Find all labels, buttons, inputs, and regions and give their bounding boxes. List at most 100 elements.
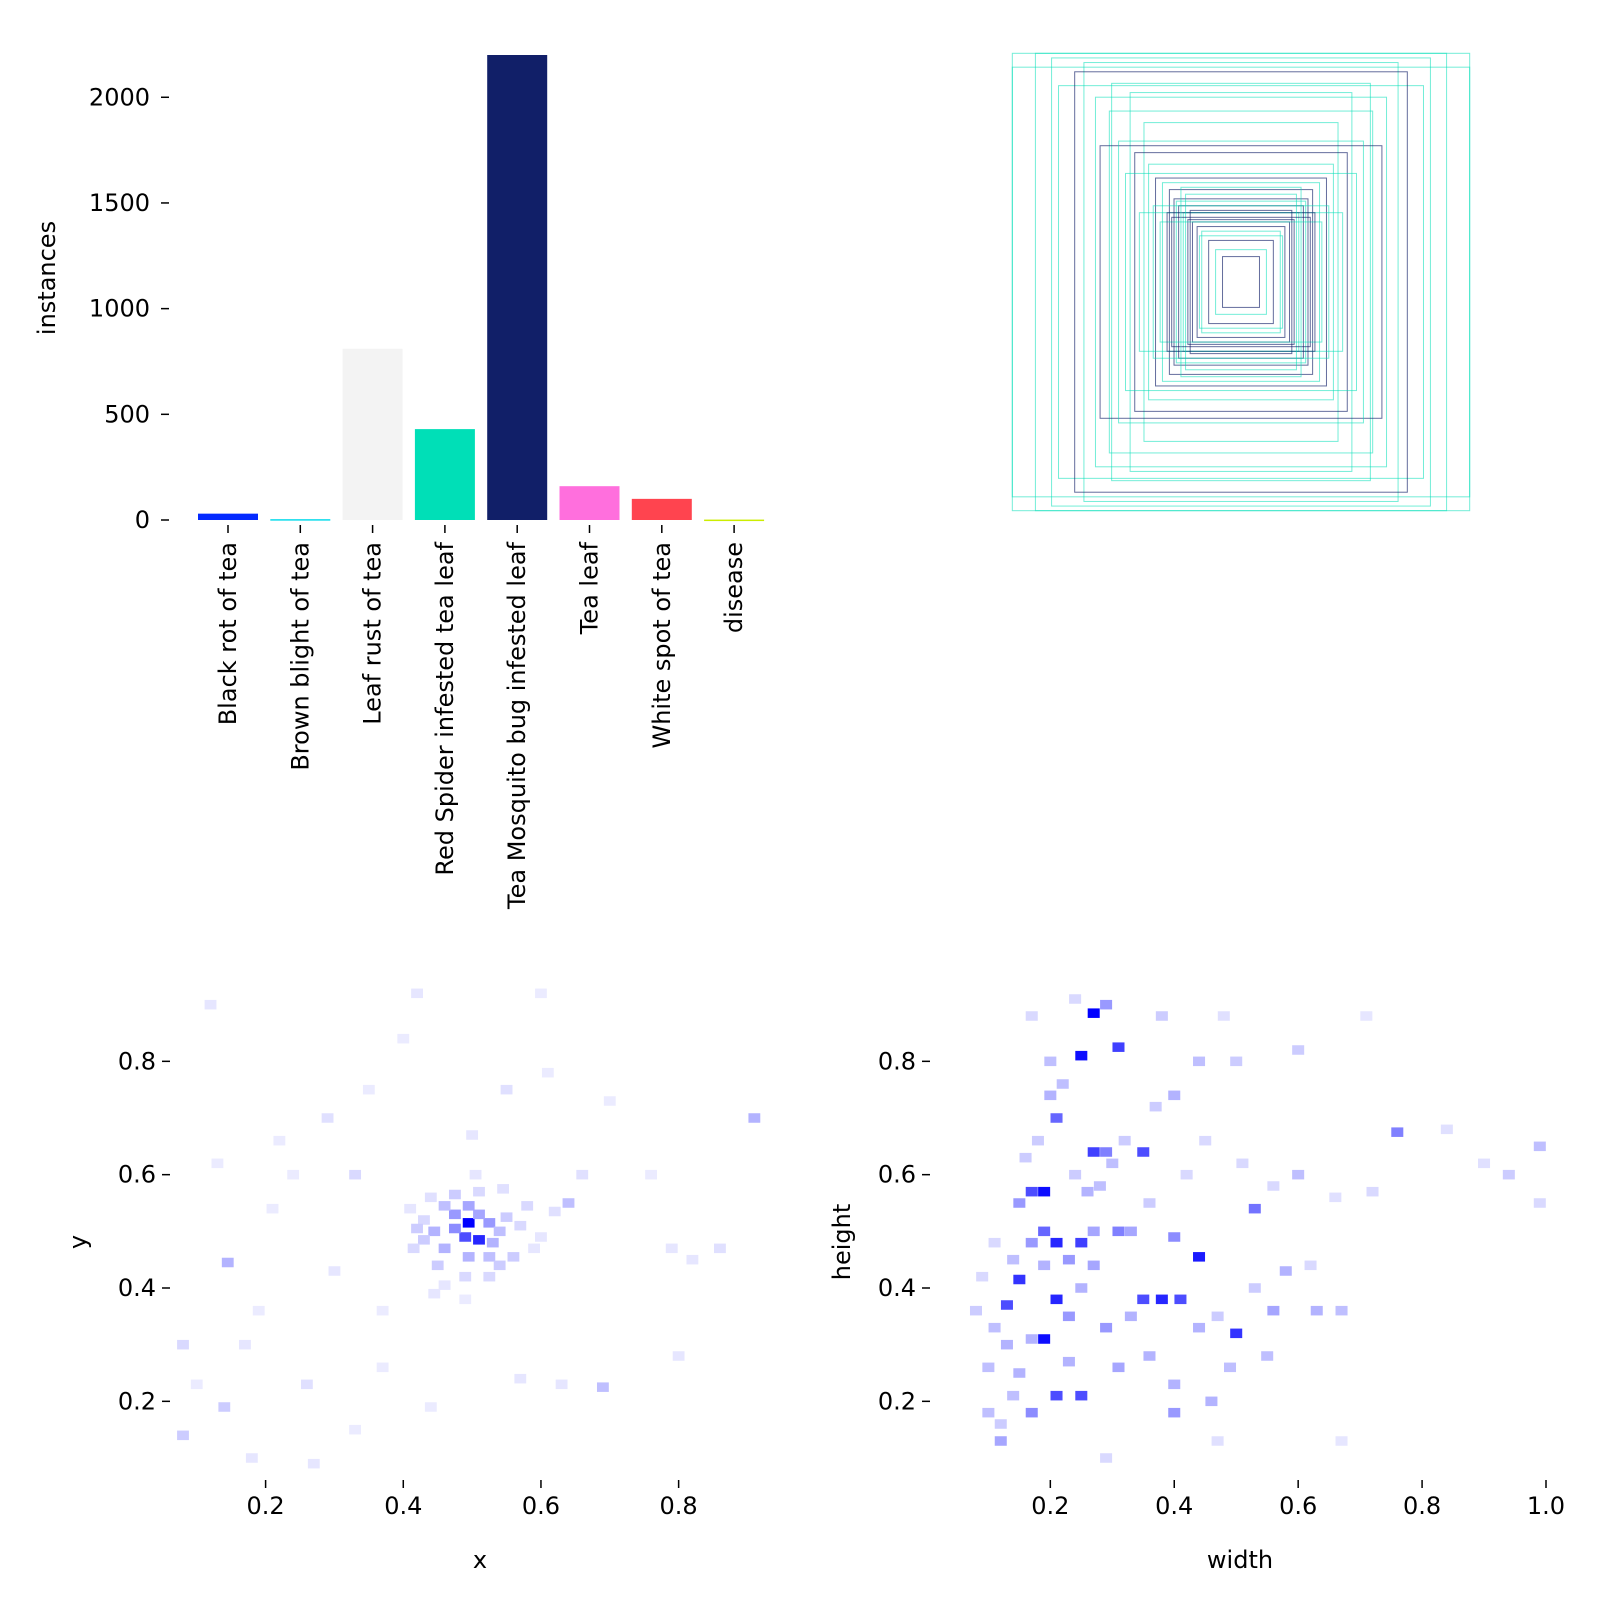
heatmap-cell [1335,1305,1348,1316]
heatmap-cell [1224,1362,1237,1373]
y-tick-label: 0.8 [118,1047,156,1075]
overlay-box [1051,57,1431,507]
heatmap-cell [397,1033,410,1044]
bar-x-tick-label: Leaf rust of tea [359,542,387,725]
heatmap-cell [1168,1407,1181,1418]
heatmap-cell [376,1362,389,1373]
heatmap-cell [1310,1305,1323,1316]
bar-disease [704,519,765,522]
bar-y-tick-label: 0 [135,506,150,534]
overlay-box [1196,226,1286,338]
heatmap-cell [273,1135,286,1146]
overlay-box [1074,71,1408,493]
heatmap-cell [307,1458,320,1469]
wh-distribution-chart: 0.2 0.4 0.6 0.8 1.0 0.2 0.4 0.6 0.8 width heigh… [828,994,1565,1574]
heatmap-cell [1143,1198,1156,1208]
heatmap-cell [1193,1252,1206,1262]
y-tick-label: 0.8 [878,1047,916,1075]
heatmap-cell [1261,1351,1274,1361]
heatmap-cell [1335,1436,1348,1446]
heatmap-cell [493,1226,506,1237]
heatmap-cell [1118,1135,1131,1146]
heatmap-cell [1137,1294,1150,1305]
heatmap-cell [576,1169,589,1180]
wh-y-axis: 0.2 0.4 0.6 0.8 [878,1047,930,1415]
heatmap-cell [1025,1407,1038,1418]
heatmap-cell [1124,1226,1137,1237]
overlay-box [1180,186,1302,378]
heatmap-cell [969,1305,982,1316]
heatmap-cell [1075,1050,1088,1061]
heatmap-cell [976,1271,989,1282]
wh-x-axis-label: width [1207,1546,1273,1574]
heatmap-cell [562,1198,575,1208]
heatmap-cell [287,1169,300,1180]
heatmap-cell [535,1232,547,1242]
overlay-box [1011,66,1471,498]
xy-y-axis-label: y [64,1235,92,1249]
overlay-box [1083,62,1399,502]
bar-x-tick-label: disease [720,542,748,633]
bar-brown-blight-of-tea [270,519,331,521]
heatmap-cell [1013,1198,1026,1208]
heatmap-cell [1391,1127,1404,1137]
heatmap-cell [1087,1147,1100,1157]
heatmap-cell [541,1067,554,1078]
heatmap-cell [473,1186,485,1197]
x-tick-label: 0.6 [522,1492,560,1520]
heatmap-cell [521,1201,534,1211]
heatmap-cell [1075,1390,1088,1401]
heatmap-cell [218,1402,231,1412]
heatmap-cell [462,1201,475,1211]
heatmap-cell [1050,1237,1063,1248]
heatmap-cell [1199,1135,1212,1146]
overlay-box [1155,177,1327,387]
heatmap-cell [1069,994,1082,1004]
heatmap-cell [428,1226,441,1237]
heatmap-cell [1236,1158,1249,1169]
heatmap-cell [1007,1390,1020,1401]
heatmap-cell [1267,1305,1280,1316]
bar-x-tick-label: Brown blight of tea [286,542,314,771]
heatmap-cell [1062,1254,1075,1265]
heatmap-cell [438,1280,451,1290]
overlay-box [1208,239,1274,325]
heatmap-cell [190,1379,203,1390]
heatmap-cell [1155,1011,1168,1021]
heatmap-cell [994,1419,1007,1429]
heatmap-cell [548,1206,561,1217]
bar-y-tick-label: 1000 [89,295,150,323]
heatmap-cell [988,1322,1001,1333]
heatmap-cell [1013,1274,1026,1285]
heatmap-cell [376,1305,389,1316]
heatmap-cell [438,1201,451,1211]
heatmap-cell [1031,1135,1044,1146]
overlay-box [1159,221,1323,343]
heatmap-cell [1267,1181,1280,1191]
heatmap-cell [1056,1079,1069,1089]
heatmap-cell [535,988,547,999]
heatmap-cell [1279,1266,1292,1276]
overlay-box [1161,182,1321,382]
overlay-box [1108,110,1374,454]
heatmap-cell [448,1223,461,1234]
wh-heatmap-cells [969,994,1546,1463]
heatmap-cell [245,1453,258,1463]
heatmap-cell [603,1096,616,1106]
heatmap-cell [1050,1113,1063,1123]
heatmap-cell [514,1373,527,1384]
heatmap-cell [1087,1008,1100,1018]
heatmap-cell [349,1169,362,1180]
heatmap-cell [1143,1351,1156,1361]
heatmap-cell [300,1379,313,1390]
heatmap-cell [483,1218,496,1228]
heatmap-cell [177,1430,189,1441]
heatmap-cell [1025,1334,1038,1344]
overlay-box [1148,163,1334,401]
bar-x-tick-label: Tea leaf [576,541,604,635]
x-tick-label: 0.8 [660,1492,698,1520]
heatmap-cell [982,1362,995,1373]
heatmap-cell [1533,1141,1546,1152]
heatmap-cell [1478,1158,1491,1169]
